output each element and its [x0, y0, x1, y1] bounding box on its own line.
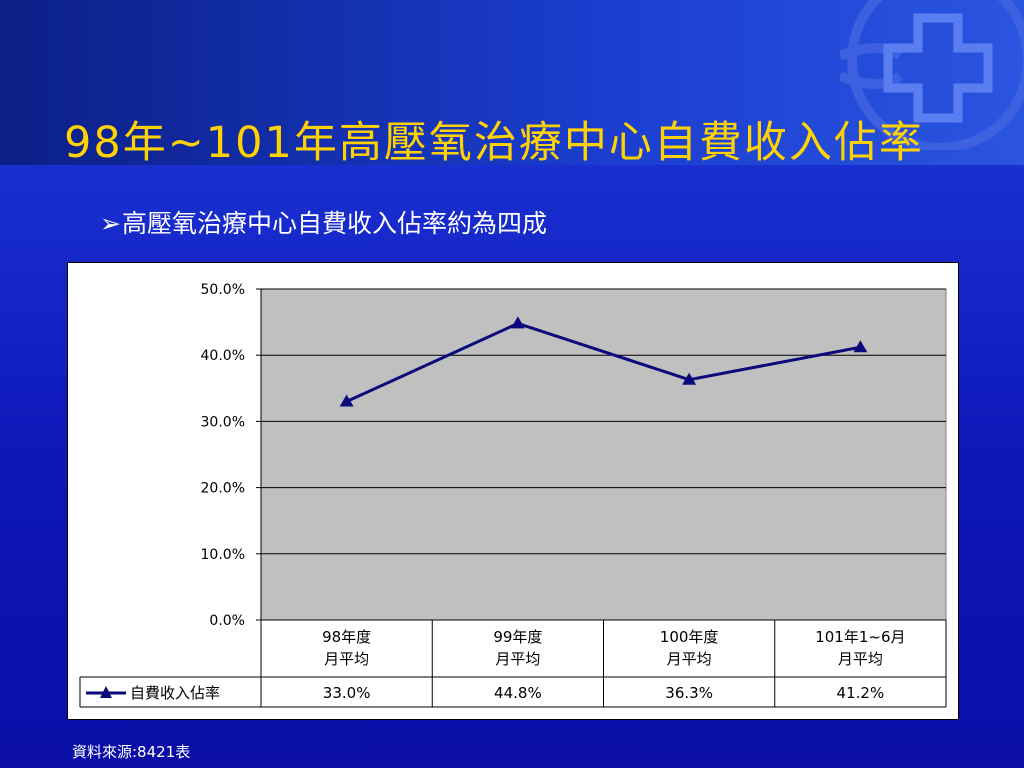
- page-title: 98年~101年高壓氧治療中心自費收入佔率: [64, 118, 924, 168]
- category-label: 100年度: [660, 628, 719, 646]
- bullet-point: ➢高壓氧治療中心自費收入佔率約為四成: [100, 204, 547, 240]
- y-tick-label: 10.0%: [201, 547, 245, 563]
- series-line: [346, 321, 861, 403]
- data-point-marker: [339, 394, 354, 407]
- legend-triangle-marker: [100, 686, 112, 698]
- bullet-text: 高壓氧治療中心自費收入佔率約為四成: [122, 209, 548, 238]
- category-label: 月平均: [324, 650, 369, 668]
- y-tick-label: 50.0%: [201, 282, 245, 298]
- y-tick-label: 40.0%: [201, 348, 245, 364]
- data-table-value: 36.3%: [665, 684, 713, 702]
- y-tick-label: 0.0%: [209, 613, 245, 629]
- category-label: 99年度: [493, 628, 542, 646]
- category-label: 98年度: [322, 628, 371, 646]
- data-point-marker: [510, 316, 525, 329]
- data-table-value: 33.0%: [323, 684, 371, 702]
- legend-series-name: 自費收入佔率: [130, 684, 220, 702]
- plot-area: [260, 288, 947, 621]
- data-table-value: 41.2%: [837, 684, 885, 702]
- data-point-marker: [682, 372, 697, 385]
- data-point-marker: [853, 340, 868, 353]
- category-label: 月平均: [495, 650, 540, 668]
- category-label: 101年1~6月: [815, 628, 905, 646]
- y-tick-label: 30.0%: [201, 414, 245, 430]
- y-tick-label: 20.0%: [201, 481, 245, 497]
- arrow-right-bullet-icon: ➢: [100, 209, 121, 238]
- medical-cross-logo-icon: [840, 0, 1024, 150]
- category-label: 月平均: [838, 650, 883, 668]
- category-label: 月平均: [667, 650, 712, 668]
- source-note: 資料來源:8421表: [72, 743, 191, 761]
- data-table-value: 44.8%: [494, 684, 542, 702]
- chart-container: 0.0% 10.0% 20.0% 30.0% 40.0% 50.0% 98年度月平均 99年度…: [67, 262, 959, 720]
